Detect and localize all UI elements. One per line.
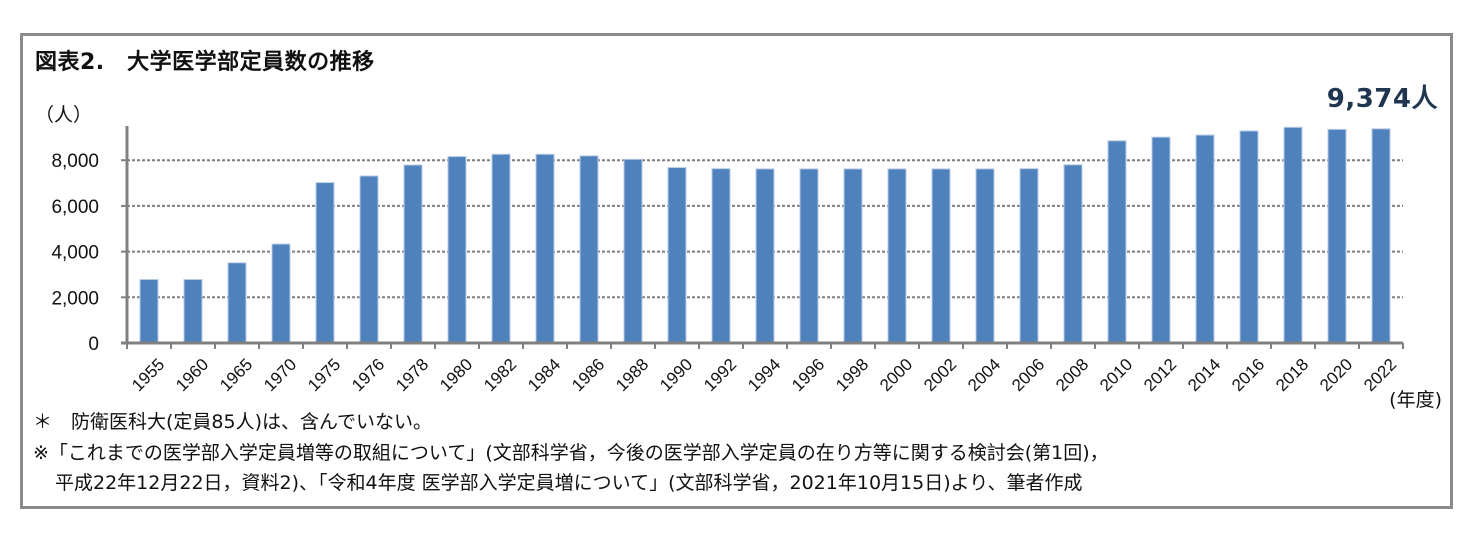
latest-value-annotation: 9,374人: [1326, 84, 1438, 114]
bar-1965: [227, 262, 247, 344]
x-tick-label: 1976: [348, 355, 388, 395]
x-axis-ticks: 1955 1960 1965 1970 1975 1976 1978 1980 1982 1984…: [126, 343, 1404, 395]
bar-2000: [887, 168, 907, 344]
bar-1996: [799, 168, 819, 344]
bar-2014: [1195, 134, 1215, 344]
bar-1976: [359, 175, 379, 344]
x-tick-label: 2006: [1008, 355, 1048, 395]
x-tick-label: 1970: [260, 355, 300, 395]
y-axis-ticks: 0 2,000 4,000 6,000 8,000: [51, 151, 127, 355]
bar-1978: [403, 164, 423, 344]
x-tick-label: 1984: [524, 355, 564, 395]
chart-frame: 図表2. 大学医学部定員数の推移 （人） 9,374人 0 2,000 4,000 6…: [20, 33, 1453, 509]
bar-1992: [711, 168, 731, 344]
y-tick-label: 6,000: [51, 197, 99, 218]
y-tick-label: 8,000: [51, 151, 99, 172]
x-tick-label: 1960: [172, 355, 212, 395]
bar-2010: [1107, 140, 1127, 344]
bar-1998: [843, 168, 863, 344]
x-tick-label: 1965: [216, 355, 256, 395]
bars: [139, 126, 1391, 344]
bar-1984: [535, 153, 555, 344]
bar-1982: [491, 153, 511, 344]
bar-2020: [1327, 128, 1347, 344]
bar-2004: [975, 168, 995, 344]
y-tick-label: 4,000: [51, 243, 99, 264]
bar-2018: [1283, 126, 1303, 344]
x-tick-label: 1978: [392, 355, 432, 395]
x-tick-label: 2010: [1096, 355, 1136, 395]
bar-1955: [139, 278, 159, 344]
x-tick-label: 2018: [1272, 355, 1312, 395]
y-axis-unit-label: （人）: [35, 104, 93, 126]
y-tick-label: 0: [88, 334, 99, 355]
bar-2008: [1063, 164, 1083, 344]
x-tick-label: 2016: [1228, 355, 1268, 395]
axes: [121, 126, 1403, 345]
bar-1994: [755, 168, 775, 344]
x-tick-label: 2000: [876, 355, 916, 395]
bar-1970: [271, 243, 291, 344]
x-tick-label: 2002: [920, 355, 960, 395]
bar-1990: [667, 167, 687, 344]
bar-2022: [1371, 128, 1391, 344]
x-tick-label: 2014: [1184, 355, 1224, 395]
footnote-source-line1: ※「これまでの医学部入学定員増等の取組について」(文部科学省，今後の医学部入学定…: [33, 442, 1109, 464]
bar-1988: [623, 158, 643, 344]
x-tick-label: 1992: [700, 355, 740, 395]
x-tick-label: 1980: [436, 355, 476, 395]
x-tick-label: 2004: [964, 355, 1004, 395]
x-tick-label: 1986: [568, 355, 608, 395]
y-tick-label: 2,000: [51, 288, 99, 309]
x-tick-label: 1955: [128, 355, 168, 395]
bar-2012: [1151, 136, 1171, 344]
x-tick-label: 1975: [304, 355, 344, 395]
footnote-exclusion: ＊ 防衛医科大(定員85人)は、含んでいない。: [33, 411, 433, 433]
x-tick-label: 1998: [832, 355, 872, 395]
x-axis-unit-label: (年度): [1389, 389, 1442, 411]
chart-title: 図表2. 大学医学部定員数の推移: [35, 50, 375, 75]
x-tick-label: 2012: [1140, 355, 1180, 395]
x-tick-label: 1996: [788, 355, 828, 395]
bar-1960: [183, 278, 203, 344]
x-tick-label: 1990: [656, 355, 696, 395]
x-tick-label: 2008: [1052, 355, 1092, 395]
x-tick-label: 1994: [744, 355, 784, 395]
bar-1975: [315, 182, 335, 344]
bar-2006: [1019, 168, 1039, 344]
x-tick-label: 2020: [1316, 355, 1356, 395]
bar-2002: [931, 168, 951, 344]
bar-1986: [579, 155, 599, 344]
x-tick-label: 1982: [480, 355, 520, 395]
bar-1980: [447, 156, 467, 344]
x-tick-label: 1988: [612, 355, 652, 395]
footnote-source-line2: 平成22年12月22日，資料2)、「令和4年度 医学部入学定員増について」(文部…: [55, 472, 1083, 494]
bar-2016: [1239, 130, 1259, 344]
